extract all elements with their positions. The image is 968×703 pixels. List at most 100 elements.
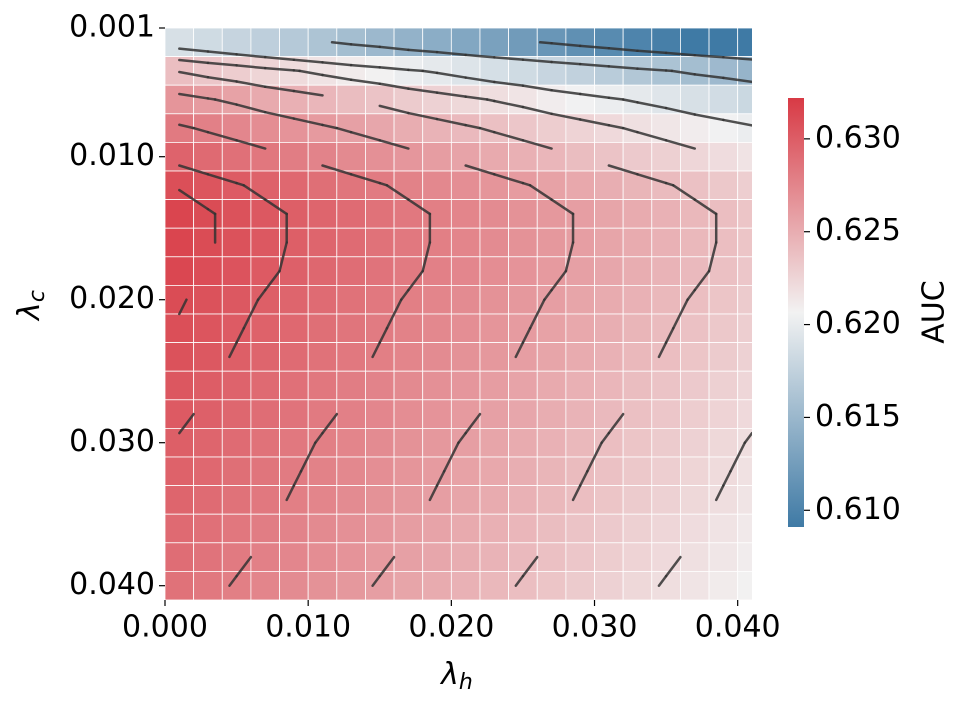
heatmap-cell [250, 170, 280, 201]
heatmap-cell [651, 542, 681, 572]
contour-line [178, 298, 188, 316]
contour-line [693, 269, 711, 292]
heatmap-cell [250, 370, 280, 401]
heatmap-cell [594, 370, 624, 401]
contour-line [428, 484, 439, 502]
heatmap-cell [450, 313, 481, 344]
heatmap-cell [508, 227, 538, 258]
contour-line [521, 555, 539, 578]
contour-line [213, 98, 238, 106]
heatmap-cell [651, 227, 681, 258]
heatmap-cell [651, 199, 681, 229]
contour-line [178, 164, 210, 176]
heatmap-cell [536, 370, 567, 401]
heatmap-cell [622, 313, 653, 344]
contour-line [664, 327, 675, 344]
heatmap-cell [336, 513, 366, 544]
heatmap-cell [336, 485, 366, 515]
heatmap-cell [565, 513, 595, 544]
heatmap-cell [708, 313, 739, 344]
contour-line [178, 58, 210, 65]
heatmap-cell [622, 427, 653, 458]
heatmap-cell [680, 84, 710, 115]
contour-line [235, 327, 245, 344]
heatmap-cell [622, 284, 653, 315]
heatmap-cell [737, 399, 752, 429]
heatmap-cell [680, 456, 710, 487]
heatmap-cell [622, 456, 653, 487]
heatmap-cell [250, 399, 280, 429]
heatmap-cell [165, 227, 195, 258]
heatmap-cell [622, 256, 653, 286]
contour-line [464, 123, 482, 130]
heatmap-cell [307, 485, 338, 515]
contour-line [399, 288, 410, 301]
heatmap-cell [393, 313, 424, 344]
heatmap-cell [594, 56, 624, 86]
x-label-symbol: λ [439, 657, 459, 692]
heatmap-cell [422, 399, 452, 429]
colorbar-label: AUC [917, 280, 952, 343]
heatmap-cell [594, 342, 624, 372]
heatmap-cell [165, 284, 195, 315]
heatmap-cell [221, 399, 252, 429]
heatmap-cell [250, 427, 280, 458]
heatmap-cell [165, 170, 195, 201]
heatmap-cell [737, 170, 752, 201]
heatmap-cell [536, 170, 567, 201]
heatmap-cell [250, 113, 280, 143]
contour-line [206, 76, 238, 83]
heatmap-cell [250, 485, 280, 515]
contour-line [235, 53, 267, 59]
heatmap-cell [622, 342, 653, 372]
contour-line [263, 66, 296, 72]
heatmap-cell [221, 427, 252, 458]
contour-line [521, 105, 553, 116]
heatmap-cell [651, 485, 681, 515]
contour-line [435, 50, 467, 57]
heatmap-cell [622, 170, 653, 201]
heatmap-cell [536, 571, 567, 600]
contour-line [178, 47, 210, 53]
heatmap-cell [508, 170, 538, 201]
heatmap-cell [680, 370, 710, 401]
heatmap-cell [680, 28, 710, 58]
contour-line [178, 92, 210, 100]
heatmap-cell [708, 399, 739, 429]
heatmap-cell [479, 370, 510, 401]
heatmap-cell [651, 370, 681, 401]
contour-line [435, 117, 467, 127]
contour-line [457, 431, 467, 444]
heatmap-cell [307, 513, 338, 544]
heatmap-cell [680, 56, 710, 86]
contour-line [693, 198, 718, 216]
heatmap-cell [165, 399, 195, 429]
heatmap-cell [250, 456, 280, 487]
contour-line [321, 61, 353, 67]
heatmap-cell [680, 199, 710, 229]
contour-line [722, 470, 732, 487]
heatmap-cell [365, 427, 395, 458]
heatmap-cell [508, 456, 538, 487]
heatmap-cell [365, 456, 395, 487]
heatmap-cell [365, 370, 395, 401]
heatmap-cell [279, 456, 309, 487]
heatmap-cell [393, 513, 424, 544]
heatmap-cell [708, 256, 739, 286]
heatmap-cell [565, 284, 595, 315]
heatmap-cell [479, 542, 510, 572]
heatmap-cell [165, 542, 195, 572]
contour-line [192, 126, 210, 134]
colorbar-tick-label: 0.615 [815, 399, 901, 434]
heatmap-cell [365, 256, 395, 286]
heatmap-cell [565, 542, 595, 572]
heatmap-cell [594, 313, 624, 344]
heatmap-cell [422, 370, 452, 401]
heatmap-cell [536, 456, 567, 487]
contour-line [464, 164, 496, 176]
heatmap-cell [279, 256, 309, 286]
contour-line [292, 89, 324, 97]
contour-line [378, 104, 410, 115]
heatmap-cell [508, 427, 538, 458]
